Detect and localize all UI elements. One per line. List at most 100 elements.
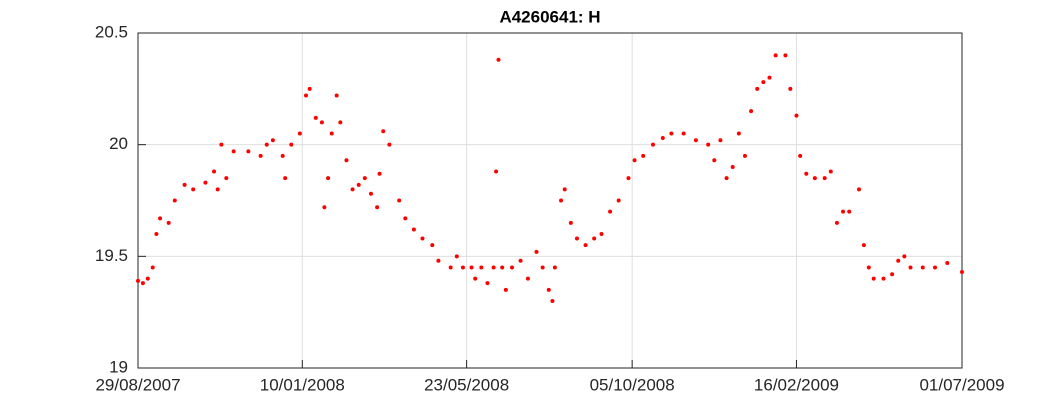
data-point bbox=[574, 236, 579, 241]
data-point bbox=[479, 265, 484, 270]
data-point bbox=[270, 138, 275, 143]
data-point bbox=[669, 131, 674, 136]
data-point bbox=[881, 276, 886, 281]
x-tick-label: 16/02/2009 bbox=[754, 375, 839, 394]
data-point bbox=[496, 57, 501, 62]
data-point bbox=[219, 142, 224, 147]
data-point bbox=[313, 115, 318, 120]
data-point bbox=[448, 265, 453, 270]
data-point bbox=[460, 265, 465, 270]
data-point bbox=[264, 142, 269, 147]
data-point bbox=[436, 258, 441, 263]
data-point bbox=[562, 187, 567, 192]
data-point bbox=[485, 281, 490, 286]
data-point bbox=[822, 176, 827, 181]
data-point bbox=[857, 187, 861, 192]
data-point bbox=[473, 276, 478, 281]
data-point bbox=[420, 236, 425, 241]
data-point bbox=[191, 187, 196, 192]
data-point bbox=[559, 198, 564, 203]
data-point bbox=[303, 93, 308, 98]
data-point bbox=[724, 176, 729, 181]
data-point bbox=[326, 176, 331, 181]
data-point bbox=[896, 258, 901, 263]
data-point bbox=[212, 169, 217, 174]
data-point bbox=[550, 299, 555, 303]
data-point bbox=[767, 75, 772, 80]
data-point bbox=[583, 243, 588, 248]
data-point bbox=[258, 153, 263, 158]
data-point bbox=[812, 176, 817, 181]
data-point bbox=[933, 265, 938, 270]
data-point bbox=[430, 243, 435, 248]
data-point bbox=[712, 158, 717, 163]
data-point bbox=[289, 142, 294, 147]
data-point bbox=[866, 265, 871, 270]
data-point bbox=[616, 198, 621, 203]
data-point bbox=[307, 86, 312, 91]
data-point bbox=[182, 182, 187, 187]
data-point bbox=[592, 236, 597, 241]
chart-title: A4260641: H bbox=[499, 7, 600, 26]
x-tick-label: 05/10/2008 bbox=[590, 375, 675, 394]
data-point bbox=[454, 254, 459, 259]
data-point bbox=[773, 53, 778, 58]
data-point bbox=[377, 171, 382, 176]
y-tick-label: 19.5 bbox=[95, 246, 128, 265]
data-point bbox=[350, 187, 355, 192]
data-point bbox=[500, 265, 505, 270]
data-point bbox=[166, 220, 171, 225]
data-point bbox=[494, 169, 499, 174]
data-point bbox=[381, 129, 386, 134]
data-point bbox=[834, 220, 839, 225]
data-point bbox=[158, 216, 163, 221]
data-point bbox=[755, 86, 760, 91]
data-point bbox=[660, 135, 665, 140]
data-point bbox=[231, 149, 236, 154]
data-point bbox=[651, 142, 655, 147]
data-point bbox=[632, 158, 637, 163]
data-point bbox=[945, 261, 950, 266]
data-point bbox=[861, 243, 866, 248]
data-point bbox=[920, 265, 925, 270]
data-point bbox=[344, 158, 349, 163]
data-point bbox=[804, 171, 809, 176]
data-point bbox=[154, 232, 159, 236]
data-point bbox=[693, 138, 698, 143]
data-point bbox=[730, 165, 735, 169]
data-point bbox=[140, 281, 145, 286]
data-point bbox=[503, 287, 508, 292]
data-point bbox=[552, 265, 557, 270]
data-point bbox=[387, 142, 392, 147]
data-point bbox=[534, 249, 539, 254]
data-point bbox=[136, 278, 140, 283]
data-point bbox=[469, 265, 474, 270]
data-point bbox=[215, 187, 220, 192]
x-tick-label: 10/01/2008 bbox=[260, 375, 345, 394]
data-point bbox=[908, 265, 913, 270]
data-point bbox=[319, 120, 324, 125]
data-point bbox=[847, 209, 852, 214]
data-point bbox=[890, 272, 895, 277]
data-point bbox=[280, 153, 285, 158]
data-point bbox=[718, 138, 723, 143]
data-point bbox=[749, 109, 754, 114]
data-point bbox=[246, 149, 251, 154]
data-point bbox=[283, 176, 288, 181]
data-point bbox=[540, 265, 545, 270]
y-tick-label: 19 bbox=[109, 357, 128, 376]
data-point bbox=[509, 265, 514, 270]
plot-area bbox=[138, 33, 962, 368]
data-point bbox=[783, 53, 788, 58]
data-point bbox=[871, 276, 876, 281]
data-point bbox=[546, 287, 551, 292]
x-tick-label: 01/07/2009 bbox=[919, 375, 1004, 394]
data-point bbox=[411, 227, 416, 232]
data-point bbox=[902, 254, 907, 259]
data-point bbox=[334, 93, 339, 98]
data-point bbox=[518, 258, 523, 263]
data-point bbox=[626, 176, 631, 181]
data-point bbox=[761, 80, 766, 85]
data-point bbox=[397, 198, 402, 203]
